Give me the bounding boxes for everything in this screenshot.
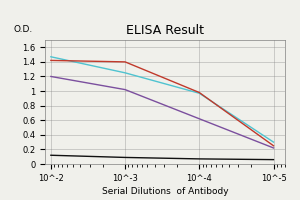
Antigen= 10ng — [197, 118, 201, 120]
X-axis label: Serial Dilutions  of Antibody: Serial Dilutions of Antibody — [102, 187, 228, 196]
Antigen= 10ng — [123, 88, 127, 91]
Line: Antigen= 10ng: Antigen= 10ng — [51, 76, 274, 148]
Text: O.D.: O.D. — [14, 25, 33, 34]
Title: ELISA Result: ELISA Result — [126, 24, 204, 37]
Line: Antigen= 100ng: Antigen= 100ng — [51, 60, 274, 146]
Antigen= 100ng — [272, 145, 275, 147]
Antigen= 50ng — [272, 141, 275, 143]
Control Antigen = 100ng — [49, 154, 53, 156]
Antigen= 100ng — [197, 91, 201, 94]
Control Antigen = 100ng — [197, 158, 201, 160]
Antigen= 10ng — [49, 75, 53, 78]
Antigen= 10ng — [272, 147, 275, 149]
Line: Antigen= 50ng: Antigen= 50ng — [51, 57, 274, 142]
Antigen= 100ng — [123, 61, 127, 63]
Control Antigen = 100ng — [123, 156, 127, 159]
Antigen= 100ng — [49, 59, 53, 62]
Line: Control Antigen = 100ng: Control Antigen = 100ng — [51, 155, 274, 160]
Antigen= 50ng — [197, 92, 201, 94]
Antigen= 50ng — [49, 56, 53, 58]
Antigen= 50ng — [123, 72, 127, 74]
Control Antigen = 100ng — [272, 158, 275, 161]
